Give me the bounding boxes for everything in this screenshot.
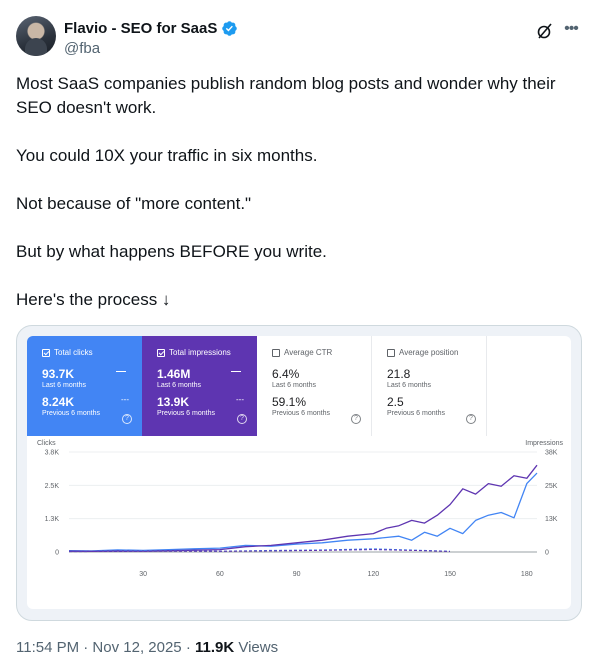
metric-label: Total clicks [54,348,93,357]
x-tick-label: 150 [444,571,456,578]
search-console-card: Total clicks 93.7K Last 6 months 8.24K P… [27,336,571,609]
performance-chart: Clicks Impressions 3.8K 2.5K 1.3K 0 38K 25K 13K 0… [27,436,571,609]
x-tick-label: 30 [139,571,147,578]
x-tick-label: 60 [216,571,224,578]
metric-average-position[interactable]: Average position 21.8 Last 6 months 2.5 … [372,336,487,436]
y-tick-label-right: 13K [545,516,558,523]
series-line-previous [68,549,451,553]
metric-label: Average CTR [284,348,333,357]
tweet-media-image[interactable]: Total clicks 93.7K Last 6 months 8.24K P… [16,325,582,621]
metric-average-ctr[interactable]: Average CTR 6.4% Last 6 months 59.1% Pre… [257,336,372,436]
author-name-line: Flavio - SEO for SaaS [64,20,238,37]
metric-prev-period: Previous 6 months [387,410,445,417]
metric-period: Last 6 months [272,382,316,389]
avatar[interactable] [16,16,56,56]
y-tick-label-right: 25K [545,483,558,490]
tweet-paragraph: Here's the process ↓ [16,290,171,309]
series-line [68,464,538,552]
tweet-timestamp[interactable]: 11:54 PM · Nov 12, 2025 · [16,639,195,656]
metric-prev-value: 2.5 [387,395,404,409]
y-tick-label-left: 2.5K [45,483,60,490]
metric-label: Average position [399,348,459,357]
checkbox-icon [42,348,50,357]
views-count: 11.9K [194,639,235,656]
metric-period: Last 6 months [157,382,201,389]
x-tick-label: 180 [521,571,533,578]
x-tick-label: 120 [367,571,379,578]
y-tick-label-right: 0 [545,550,549,557]
metric-prev-value: 8.24K [42,395,75,409]
tweet-paragraph: Most SaaS companies publish random blog … [16,74,556,117]
author-handle[interactable]: @fba [64,40,101,57]
y-tick-label-left: 1.3K [45,516,60,523]
x-tick-label: 90 [293,571,301,578]
metric-total-impressions[interactable]: Total impressions 1.46M Last 6 months 13… [142,336,257,436]
grok-icon[interactable] [535,21,555,41]
tweet-text: Most SaaS companies publish random blog … [16,72,583,312]
dashed-line-legend-icon: --- [121,395,129,404]
help-icon[interactable]: ? [466,414,476,424]
metric-prev-value: 59.1% [272,395,307,409]
metric-prev-period: Previous 6 months [42,410,100,417]
metric-prev-value: 13.9K [157,395,190,409]
metric-period: Last 6 months [42,382,86,389]
author-display-name[interactable]: Flavio - SEO for SaaS [64,20,218,37]
series-line [68,472,538,552]
checkbox-icon [157,348,165,357]
tweet-header: Flavio - SEO for SaaS @fba ••• [16,16,583,60]
metric-tiles: Total clicks 93.7K Last 6 months 8.24K P… [27,336,571,436]
metric-value: 6.4% [272,367,300,381]
more-icon[interactable]: ••• [564,20,579,37]
solid-line-legend-icon [231,371,241,372]
metric-total-clicks[interactable]: Total clicks 93.7K Last 6 months 8.24K P… [27,336,142,436]
help-icon[interactable]: ? [351,414,361,424]
left-axis-label: Clicks [37,440,56,447]
metric-period: Last 6 months [387,382,431,389]
metric-label: Total impressions [169,348,231,357]
solid-line-legend-icon [116,371,126,372]
metric-prev-period: Previous 6 months [157,410,215,417]
y-tick-label-left: 3.8K [45,450,60,457]
help-icon[interactable]: ? [237,414,247,424]
checkbox-icon [272,348,280,357]
metric-prev-period: Previous 6 months [272,410,330,417]
metric-value: 93.7K [42,367,75,381]
tweet-paragraph: But by what happens BEFORE you write. [16,242,327,261]
dashed-line-legend-icon: --- [236,395,244,404]
checkbox-icon [387,348,395,357]
y-tick-label-right: 38K [545,450,558,457]
right-axis-label: Impressions [525,440,563,447]
metric-value: 21.8 [387,367,411,381]
performance-chart-svg: Clicks Impressions 3.8K 2.5K 1.3K 0 38K 25K 13K 0… [37,440,564,578]
tweet-paragraph: Not because of "more content." [16,194,252,213]
y-tick-label-left: 0 [55,550,59,557]
views-label: Views [234,639,279,656]
tweet-meta: 11:54 PM · Nov 12, 2025 · 11.9K Views [16,639,278,656]
help-icon[interactable]: ? [122,414,132,424]
metric-value: 1.46M [157,367,191,381]
tweet-paragraph: You could 10X your traffic in six months… [16,146,318,165]
verified-badge-icon [222,21,238,36]
